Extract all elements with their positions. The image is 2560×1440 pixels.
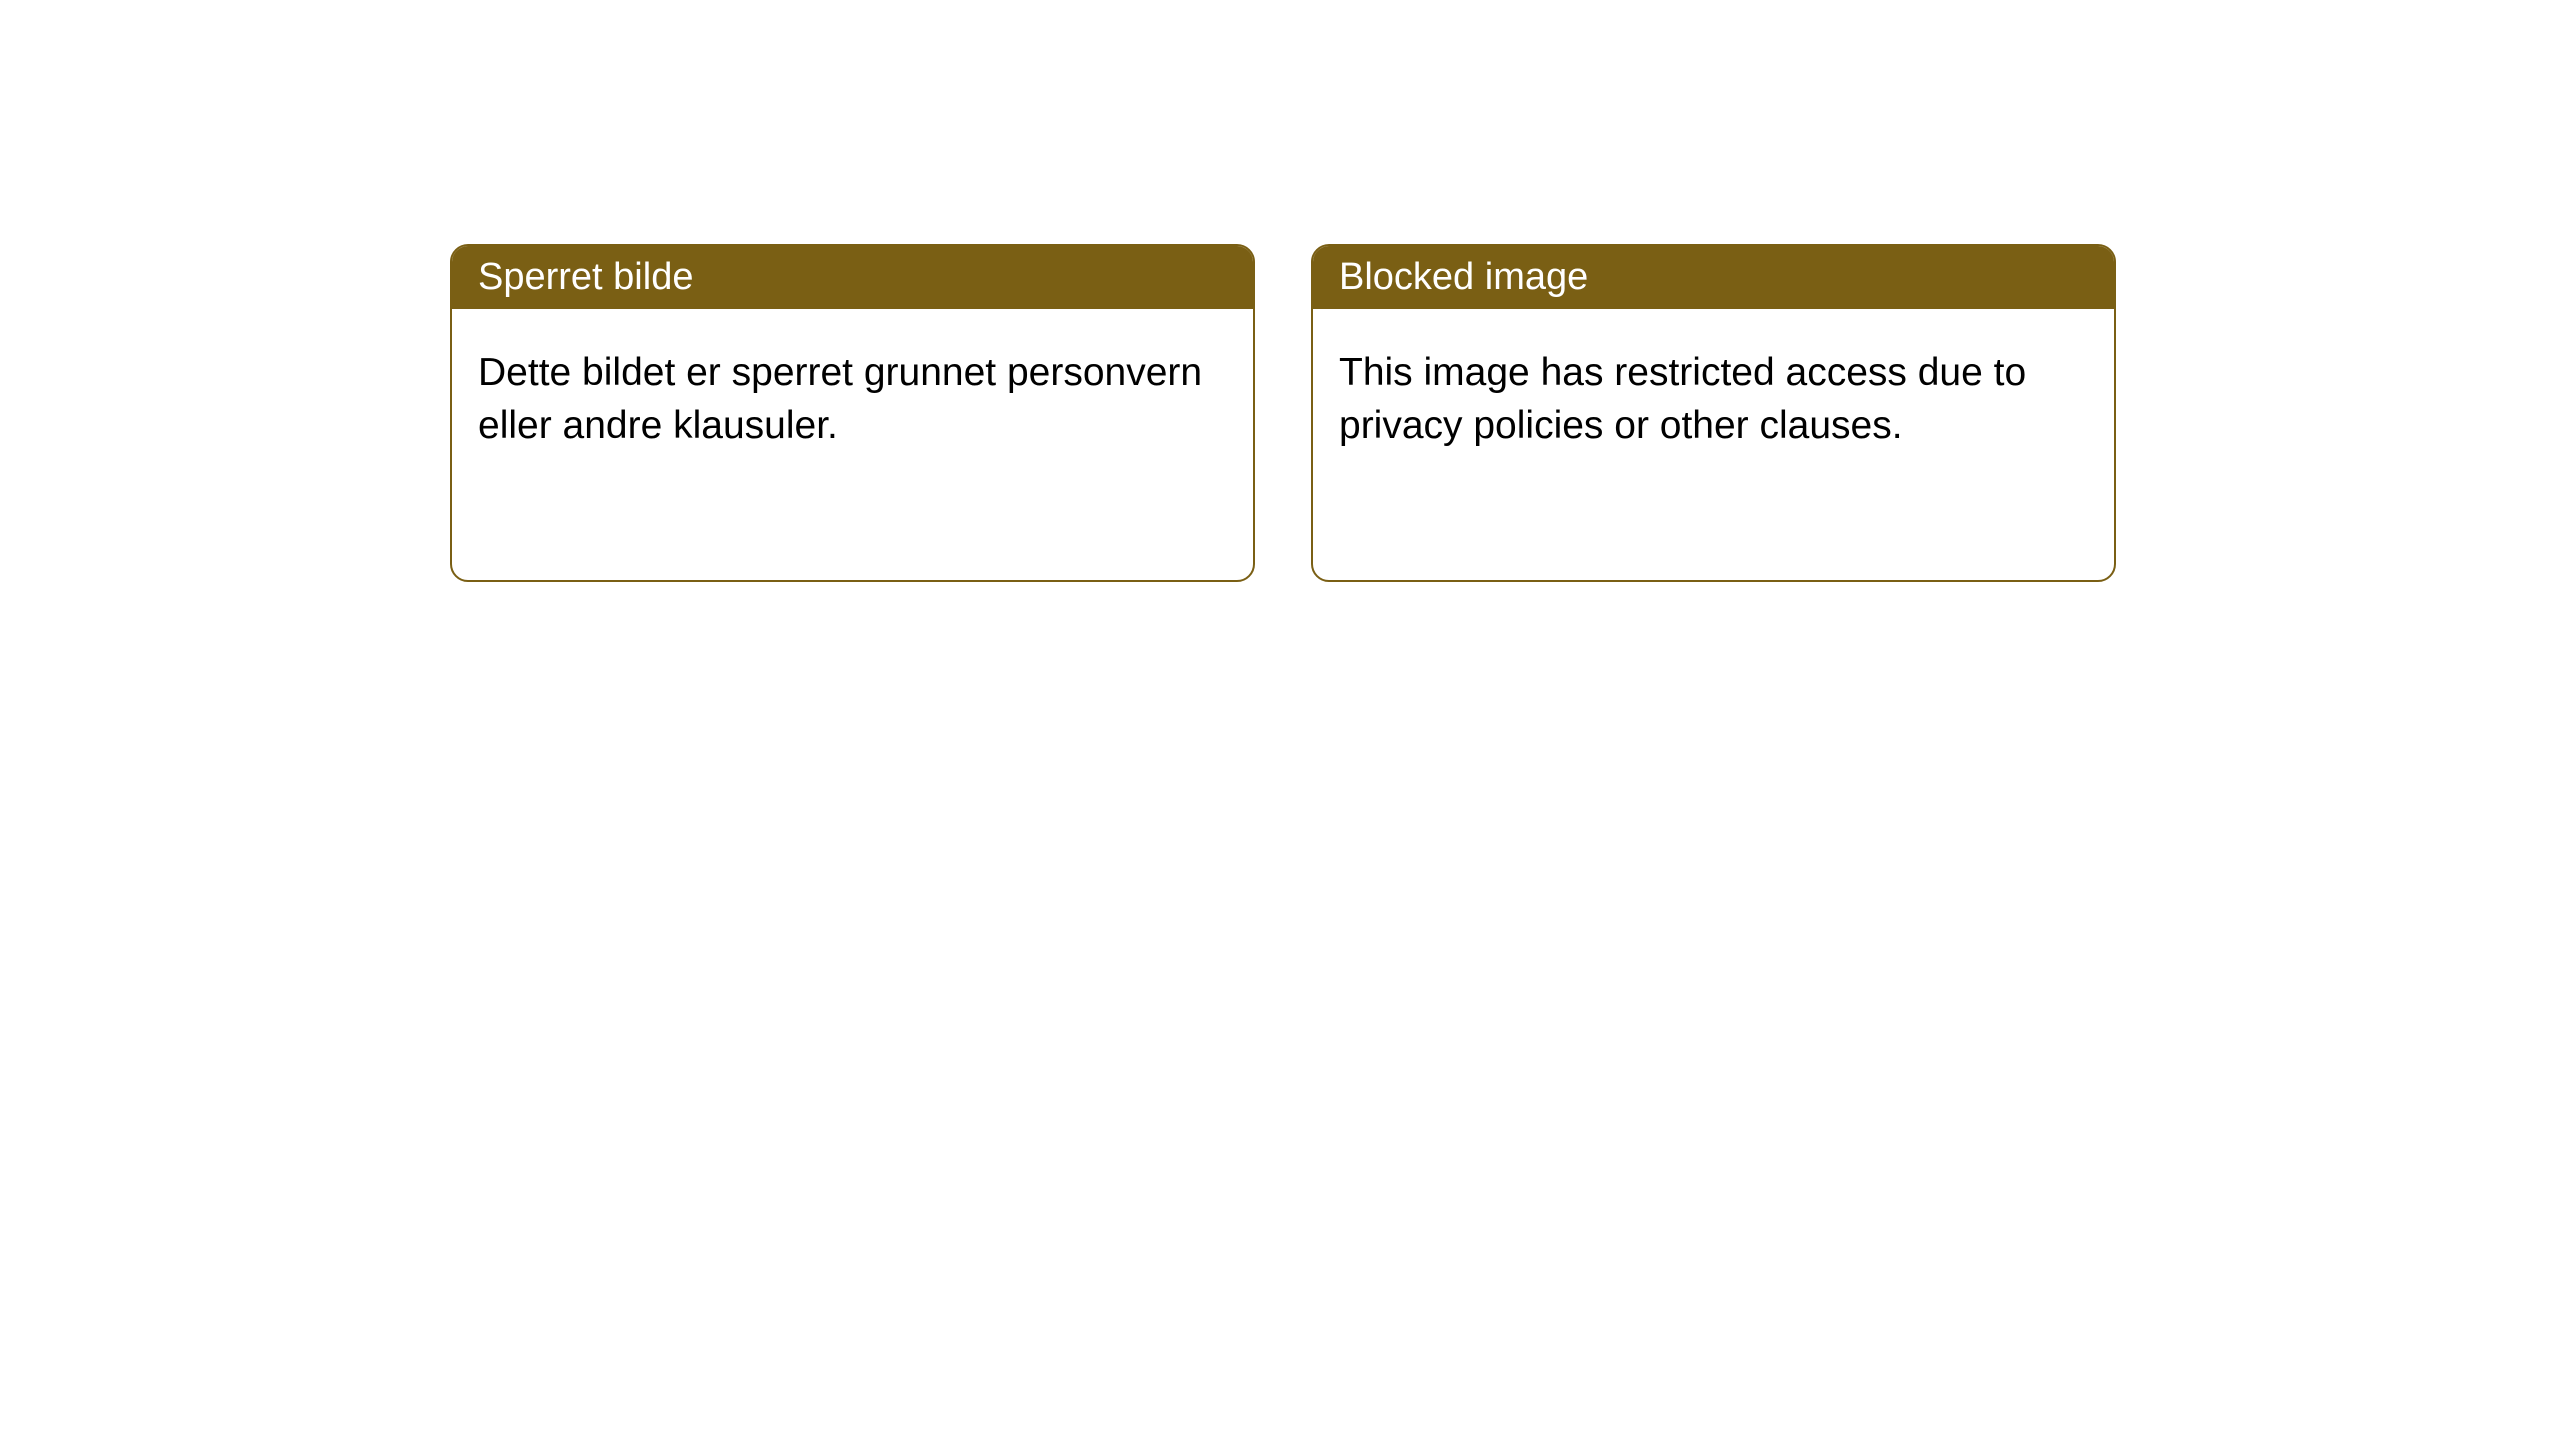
notice-body: This image has restricted access due to … [1313,309,2114,490]
notice-box-english: Blocked image This image has restricted … [1311,244,2116,582]
notice-body-text: This image has restricted access due to … [1339,351,2026,447]
notice-title: Sperret bilde [478,256,693,298]
notice-title: Blocked image [1339,256,1588,298]
notice-header: Sperret bilde [452,246,1253,309]
notice-container: Sperret bilde Dette bildet er sperret gr… [0,0,2560,582]
notice-body-text: Dette bildet er sperret grunnet personve… [478,351,1202,447]
notice-header: Blocked image [1313,246,2114,309]
notice-box-norwegian: Sperret bilde Dette bildet er sperret gr… [450,244,1255,582]
notice-body: Dette bildet er sperret grunnet personve… [452,309,1253,490]
